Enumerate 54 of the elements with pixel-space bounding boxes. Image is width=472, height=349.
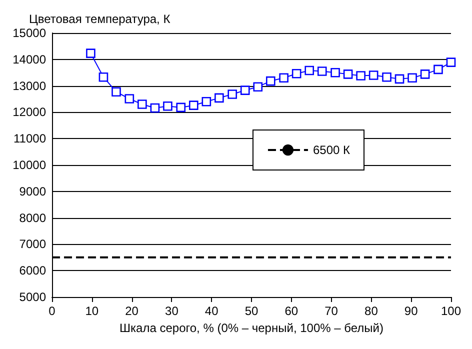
y-tick-label: 6000 — [19, 264, 46, 278]
x-tick-label: 90 — [404, 304, 418, 318]
x-tick-label: 60 — [284, 304, 298, 318]
point — [434, 64, 443, 74]
point — [176, 102, 186, 112]
point — [356, 71, 366, 80]
point — [279, 73, 288, 83]
point — [368, 70, 378, 80]
point — [420, 70, 430, 79]
chart-title: Цветовая температура, К — [29, 12, 170, 26]
y-tick-label: 12000 — [12, 105, 46, 120]
y-tick-label: 10000 — [12, 158, 46, 172]
x-tick-label: 10 — [85, 304, 99, 318]
point — [163, 101, 172, 111]
x-tick-label: 100 — [440, 304, 462, 318]
point — [240, 86, 250, 95]
x-tick-label: 20 — [125, 304, 139, 318]
point — [292, 69, 302, 78]
point — [112, 87, 121, 97]
y-tick-label: 7000 — [19, 237, 46, 252]
point — [124, 94, 134, 104]
legend-label: 6500 К — [312, 143, 350, 157]
point — [98, 72, 108, 82]
point — [317, 66, 327, 76]
point — [394, 74, 404, 84]
point — [150, 103, 160, 113]
point — [253, 82, 263, 92]
point — [228, 90, 237, 99]
x-tick-label: 40 — [204, 304, 219, 318]
y-tick-label: 9000 — [19, 184, 46, 198]
y-tick-label: 13000 — [12, 78, 46, 93]
point — [214, 93, 224, 103]
x-tick-label: 50 — [244, 304, 258, 318]
x-tick-label: 30 — [165, 304, 179, 318]
point — [202, 96, 212, 106]
x-tick-label: 0 — [48, 304, 56, 318]
x-tick-label: 80 — [364, 304, 378, 318]
point — [188, 100, 198, 110]
y-tick-label: 14000 — [12, 52, 46, 66]
point — [330, 68, 340, 78]
y-tick-label: 11000 — [14, 132, 46, 146]
point — [343, 70, 353, 79]
point — [86, 48, 96, 58]
point — [266, 76, 276, 86]
point — [408, 73, 417, 83]
point — [138, 100, 147, 109]
point — [446, 58, 456, 67]
x-axis-title: Шкала серого, % (0% – черный, 100% – белый) — [120, 320, 384, 335]
point — [304, 66, 314, 76]
y-tick-label: 8000 — [19, 210, 46, 225]
y-tick-label: 15000 — [12, 26, 46, 40]
point — [382, 72, 392, 82]
y-tick-label: 5000 — [19, 290, 46, 304]
x-tick-label: 70 — [324, 304, 338, 318]
